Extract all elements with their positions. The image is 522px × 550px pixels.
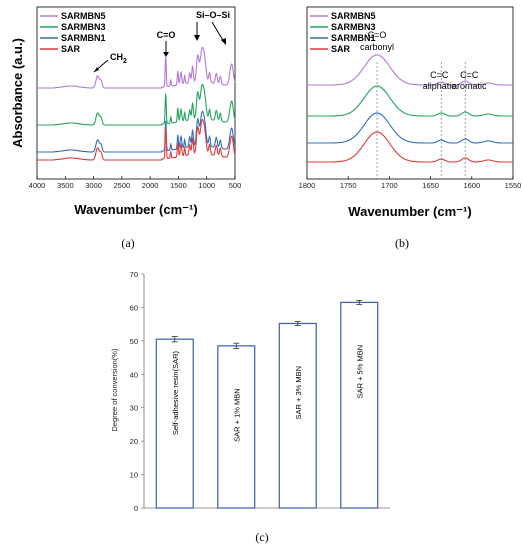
x-tick-label: 500 [229, 181, 242, 190]
x-axis-title-b: Wavenumber (cm⁻¹) [348, 204, 471, 219]
plot-frame-b [306, 6, 514, 180]
y-ticks-c: 0 10 20 30 40 50 60 70 [130, 270, 144, 513]
annotation-line2: aromatic [452, 81, 487, 91]
y-tick-label: 50 [130, 337, 138, 346]
y-axis-title-a: Absorbance (a.u.) [10, 38, 25, 148]
legend-label: SAR [331, 44, 351, 54]
y-tick-label: 60 [130, 303, 138, 312]
annotation-line2: aliphatic [423, 81, 457, 91]
x-tick-label: 1500 [170, 181, 187, 190]
series-group-b [307, 54, 513, 163]
legend-label: SAR [61, 44, 81, 54]
x-tick-label: 1750 [340, 181, 357, 190]
x-tick-label: 1650 [422, 181, 439, 190]
series-line-sarmbn5 [307, 54, 513, 86]
arrowhead [221, 38, 226, 45]
legend-label: SARMBN1 [61, 33, 106, 43]
series-line-sar [307, 131, 513, 163]
y-axis-title-c: Degree of conversion(%) [110, 348, 119, 431]
y-tick-label: 30 [130, 404, 138, 413]
plot-frame-a [36, 6, 236, 180]
y-tick-label: 70 [130, 270, 138, 279]
series-line-sarmbn3 [37, 83, 236, 126]
x-axis-title-a: Wavenumber (cm⁻¹) [74, 202, 197, 217]
x-tick-label: 1600 [463, 181, 480, 190]
legend-label: SARMBN5 [61, 11, 106, 21]
series-line-sarmbn5 [37, 46, 236, 89]
panel-label-a: (a) [121, 236, 134, 250]
panel-label-c: (c) [255, 530, 268, 544]
y-tick-label: 10 [130, 471, 138, 480]
x-tick-label: 3500 [57, 181, 74, 190]
annotations-a: CH2 C=O Si–O–Si [93, 10, 230, 73]
series-line-sarmbn3 [307, 85, 513, 117]
panel-label-b: (b) [395, 236, 409, 250]
x-tick-label: 3000 [85, 181, 102, 190]
bar [340, 301, 379, 509]
series-line-sarmbn1 [307, 112, 513, 144]
arrowhead [94, 67, 99, 72]
x-ticks-a: 4000 3500 3000 2500 2000 1500 1000 500 [29, 176, 242, 190]
annotation-line1: C=C [460, 70, 479, 80]
y-tick-label: 20 [130, 437, 138, 446]
x-tick-label: 1800 [299, 181, 316, 190]
series-line-sarmbn1 [37, 110, 236, 153]
bar [278, 322, 317, 509]
chart-panel-c: 0 10 20 30 40 50 60 70 Self-adhesive resin(SAR)… [110, 270, 390, 544]
legend-label: SARMBN3 [61, 22, 106, 32]
annotation-arrow [211, 21, 225, 43]
bar-category-label: SAR + 1% MBN [232, 388, 241, 442]
x-tick-label: 1550 [505, 181, 522, 190]
legend-label: SARMBN1 [331, 33, 376, 43]
legend-label: SARMBN5 [331, 11, 376, 21]
x-tick-label: 2000 [142, 181, 159, 190]
x-tick-label: 1700 [381, 181, 398, 190]
y-tick-label: 0 [134, 504, 138, 513]
bar-category-label: SAR + 5% MBN [355, 345, 364, 399]
arrowhead [162, 52, 169, 57]
annotation-c-o: C=O [157, 30, 176, 40]
x-ticks-b: 1800 1750 1700 1650 1600 1550 [299, 176, 522, 190]
bar [217, 345, 256, 509]
annotation-line2: carbonyl [360, 42, 394, 52]
legend-label: SARMBN3 [331, 22, 376, 32]
bar-category-label: Self-adhesive resin(SAR) [171, 350, 180, 435]
x-tick-label: 2500 [114, 181, 131, 190]
chart-panel-a: 4000 3500 3000 2500 2000 1500 1000 500 SARMBN5S… [10, 6, 242, 250]
annotation-line1: C=C [430, 70, 449, 80]
annotation-ch2: CH2 [110, 52, 127, 65]
series-group-a [37, 46, 236, 161]
annotation-line1: C=O [368, 30, 387, 40]
x-tick-label: 4000 [29, 181, 46, 190]
arrowhead [194, 35, 200, 41]
annotation-si-o-si: Si–O–Si [196, 10, 230, 20]
series-line-sar [37, 118, 236, 161]
bar-category-label: SAR + 3% MBN [294, 366, 303, 420]
x-tick-label: 1000 [198, 181, 215, 190]
chart-panel-b: 1800 1750 1700 1650 1600 1550 SARMBN5SARMBN3S… [299, 6, 522, 250]
bar [155, 338, 194, 509]
y-tick-label: 40 [130, 370, 138, 379]
bars-c: Self-adhesive resin(SAR) SAR + 1% MBN SAR … [155, 300, 379, 509]
